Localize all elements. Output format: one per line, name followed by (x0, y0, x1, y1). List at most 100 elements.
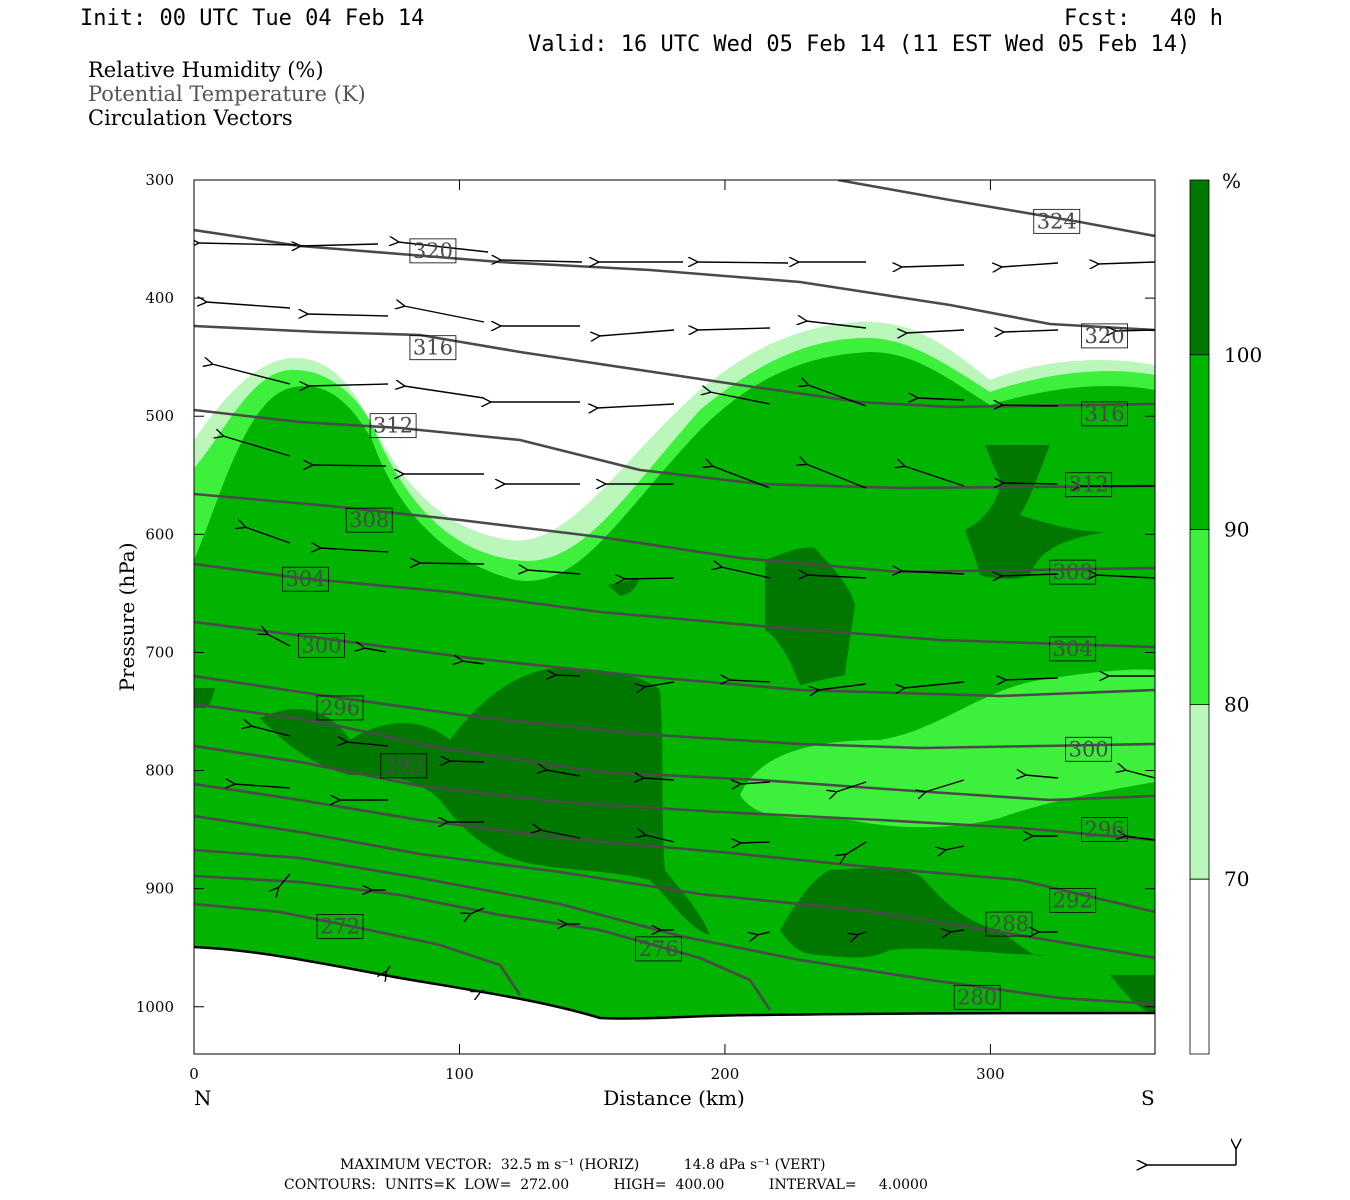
circulation-vector (267, 634, 291, 647)
circulation-vector (1005, 678, 1059, 680)
theta-label: 304 (1049, 636, 1097, 662)
theta-label-box (1081, 401, 1128, 427)
colorbar-label: 80 (1224, 692, 1249, 716)
theta-label-text: 320 (1085, 324, 1125, 348)
circulation-vector (857, 931, 867, 935)
theta-label-text: 292 (1053, 888, 1093, 912)
theta-label-box (1049, 636, 1097, 662)
circulation-vector (1001, 263, 1059, 267)
theta-contour-line (194, 674, 1155, 750)
circulation-vector (300, 244, 379, 246)
theta-label-box (282, 566, 329, 592)
theta-label: 300 (298, 632, 345, 658)
circulation-vector (836, 781, 867, 792)
theta-contour-line (194, 814, 1155, 960)
y-tick-label: 300 (145, 171, 174, 189)
theta-contour-line (194, 782, 1155, 914)
circulation-vector (925, 779, 965, 792)
circulation-vector (1003, 483, 1059, 484)
theta-label-text: 296 (1085, 818, 1125, 842)
theta-label-text: 324 (1037, 209, 1077, 233)
theta-label-text: 288 (989, 912, 1029, 936)
theta-contour-line (194, 228, 1155, 332)
y-tick-label: 500 (145, 407, 174, 425)
colorbar-label: 90 (1224, 518, 1249, 542)
theta-label-text: 272 (320, 914, 360, 938)
circulation-vector (697, 328, 771, 330)
theta-contour-line (194, 620, 1155, 698)
circulation-vector (1001, 574, 1059, 576)
theta-label: 292 (380, 753, 428, 779)
forecast-hour: Fcst: 40 h (1064, 6, 1223, 31)
circulation-vector (223, 436, 291, 457)
circulation-vector (904, 466, 965, 487)
circulation-vector (818, 683, 867, 690)
rh-100-core-speck (608, 578, 640, 596)
circulation-vector (470, 907, 485, 914)
circulation-vector (320, 548, 389, 552)
theta-label-box (1033, 208, 1081, 234)
y-tick-label: 400 (145, 289, 174, 307)
north-label: N (194, 1086, 212, 1110)
circulation-vector (546, 770, 581, 777)
theta-label-box (316, 914, 364, 939)
y-tick-label: 900 (145, 880, 174, 898)
theta-label-box (1065, 472, 1113, 498)
circulation-vector (945, 845, 965, 850)
theta-contour-line (194, 408, 1155, 490)
colorbar: % 100 90 80 70 (1189, 169, 1262, 1055)
circulation-vector (917, 398, 965, 400)
circulation-vector (906, 330, 965, 333)
theta-label-text: 296 (320, 696, 360, 720)
y-tick-label: 700 (145, 643, 174, 661)
valid-time: Valid: 16 UTC Wed 05 Feb 14 (11 EST Wed … (528, 32, 1191, 57)
circulation-vector (807, 575, 867, 578)
theta-label: 288 (985, 911, 1033, 937)
circulation-vector (1025, 775, 1059, 778)
circulation-vector (234, 784, 291, 788)
theta-contour-line (194, 874, 772, 1011)
theta-label-text: 308 (1053, 560, 1093, 584)
circulation-vector (307, 314, 389, 316)
terrain-mask (194, 947, 1155, 1054)
theta-label: 304 (282, 566, 329, 592)
circulation-vector (721, 567, 771, 579)
colorbar-band (1189, 878, 1210, 1055)
circulation-vector (364, 648, 387, 653)
contours-note: CONTOURS: UNITS=K LOW= 272.00 HIGH= 400.… (284, 1177, 928, 1193)
circulation-vector (645, 835, 675, 843)
circulation-vector (644, 681, 675, 687)
rh-100-core-left (194, 688, 215, 708)
theta-label-box (1065, 736, 1113, 762)
theta-label-box (380, 753, 428, 779)
theta-label-box (1081, 817, 1128, 842)
circulation-vector (624, 578, 675, 579)
circulation-vector (540, 830, 581, 839)
y-axis: 300 400 500 600 700 800 900 1000 (136, 171, 1155, 1016)
circulation-vector (308, 384, 389, 386)
theta-label-box (409, 335, 457, 361)
circulation-vector (740, 842, 771, 843)
colorbar-unit: % (1222, 169, 1241, 193)
circulation-vector (1002, 405, 1059, 406)
circulation-vector (404, 306, 485, 323)
circulation-vector (527, 570, 581, 574)
y-tick-label: 600 (145, 525, 174, 543)
terrain-line (193, 945, 1156, 1020)
circulation-vector (386, 965, 391, 972)
circulation-vector (597, 404, 675, 408)
circulation-vector (1096, 575, 1155, 578)
colorbar-band (1189, 704, 1210, 880)
circulation-vector (198, 243, 297, 245)
circulation-vector (1115, 330, 1155, 331)
circulation-vector (901, 571, 965, 574)
colorbar-band (1189, 179, 1210, 356)
theta-label-text: 280 (957, 985, 997, 1009)
theta-label-box (985, 911, 1033, 937)
circulation-vector (757, 931, 771, 935)
circulation-vector (312, 465, 387, 466)
colorbar-band (1189, 529, 1210, 705)
circulation-vector (500, 260, 583, 262)
theta-label: 296 (316, 695, 364, 721)
